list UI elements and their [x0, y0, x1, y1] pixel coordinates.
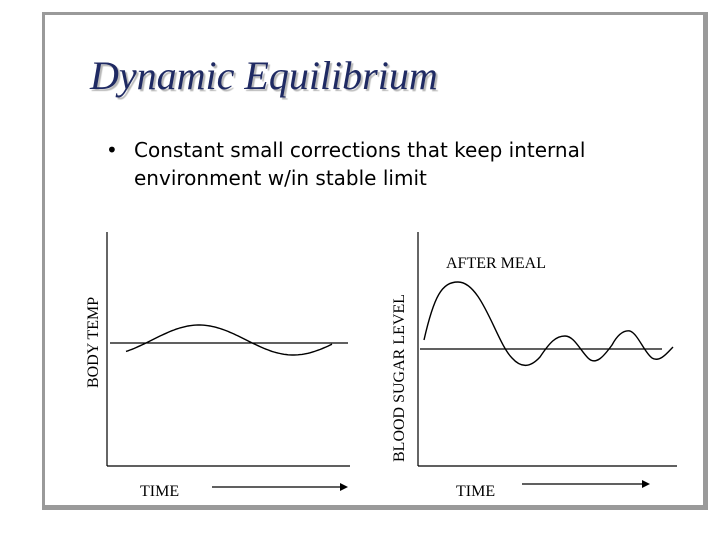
bullet-text: Constant small corrections that keep int…: [134, 138, 586, 190]
right-y-axis-label: BLOOD SUGAR LEVEL: [391, 294, 408, 462]
right-oscillation-curve: [423, 281, 674, 367]
left-graph: BODY TEMP TIME: [85, 232, 350, 500]
after-meal-label: AFTER MEAL: [446, 255, 546, 272]
left-oscillation-curve: [125, 324, 333, 356]
right-arrowhead-icon: [642, 480, 650, 488]
right-graph: BLOOD SUGAR LEVEL AFTER MEAL TIME: [391, 232, 677, 500]
bullet-icon: •: [106, 138, 118, 162]
slide-frame: [42, 12, 708, 510]
slide-title: Dynamic Equilibrium: [90, 53, 438, 98]
left-x-axis-label: TIME: [140, 483, 179, 500]
left-arrowhead-icon: [340, 483, 348, 491]
right-x-axis-label: TIME: [456, 483, 495, 500]
left-y-axis-label: BODY TEMP: [85, 297, 102, 388]
